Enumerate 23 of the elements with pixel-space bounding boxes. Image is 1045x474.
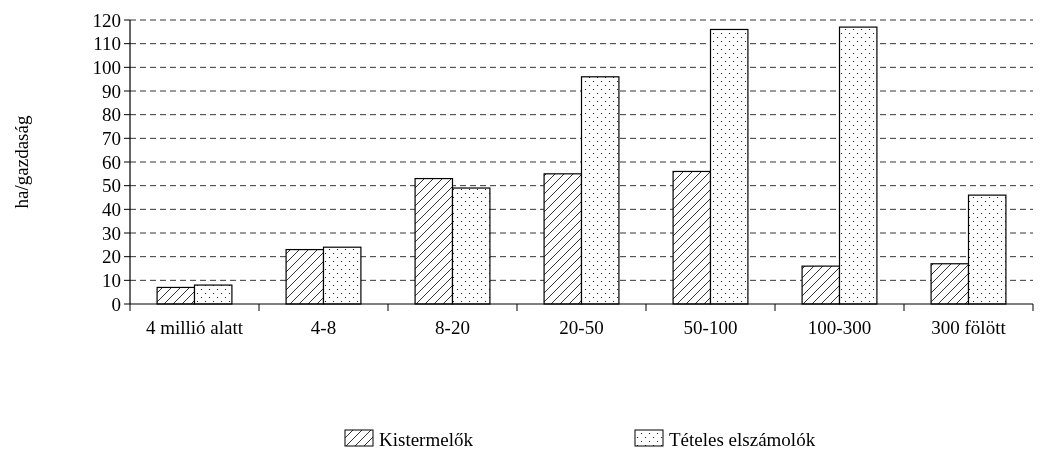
y-tick-label: 110	[93, 33, 121, 55]
x-tick-label: 20-50	[559, 317, 604, 338]
y-tick-label: 0	[111, 293, 121, 315]
y-tick-label: 70	[102, 127, 121, 149]
y-tick-label: 20	[102, 246, 121, 268]
legend-label: Tételes elszámolók	[669, 428, 816, 450]
legend-label: Kistermelők	[379, 428, 474, 450]
y-tick-label: 30	[102, 222, 121, 244]
y-tick-label: 50	[102, 175, 121, 197]
x-tick-label: 50-100	[683, 317, 738, 338]
y-tick-label: 40	[102, 198, 121, 220]
y-tick-label: 60	[102, 151, 121, 173]
y-tick-label: 10	[102, 269, 121, 291]
x-tick-label: 100-300	[807, 317, 872, 338]
y-tick-label: 80	[102, 104, 121, 126]
y-tick-label: 90	[102, 80, 121, 102]
x-tick-label: 8-20	[435, 317, 470, 338]
x-tick-label: 4 millió alatt	[145, 317, 244, 338]
x-tick-label: 4-8	[310, 317, 337, 338]
y-tick-label: 100	[92, 56, 121, 78]
y-axis-title: ha/gazdaság	[11, 115, 32, 209]
x-tick-label: 300 fölött	[931, 317, 1007, 338]
y-tick-label: 120	[92, 9, 121, 31]
